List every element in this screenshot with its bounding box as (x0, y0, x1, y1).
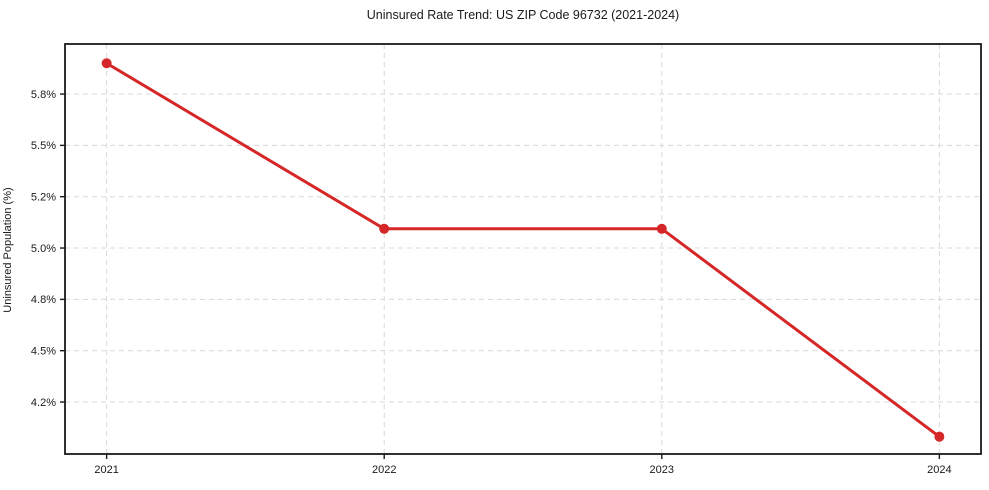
y-tick-label: 4.2% (31, 397, 56, 409)
x-tick-label: 2022 (372, 464, 396, 476)
y-tick-label: 4.8% (31, 294, 56, 306)
y-tick-label: 4.5% (31, 345, 56, 357)
plot-border (64, 43, 982, 455)
chart-title: Uninsured Rate Trend: US ZIP Code 96732 … (366, 8, 680, 22)
data-point-2021 (101, 58, 112, 69)
y-tick-label: 5.0% (31, 243, 56, 255)
x-tick-label: 2021 (94, 464, 118, 476)
data-point-2023 (656, 223, 667, 234)
data-point-2024 (934, 431, 945, 442)
y-tick-label: 5.8% (31, 89, 56, 101)
x-tick-label: 2024 (927, 464, 951, 476)
data-point-2022 (379, 223, 390, 234)
trend-line (105, 61, 941, 439)
y-tick-label: 5.5% (31, 140, 56, 152)
y-tick-label: 5.2% (31, 192, 56, 204)
x-tick-label: 2023 (650, 464, 674, 476)
y-axis-label: Uninsured Population (%) (2, 187, 14, 313)
